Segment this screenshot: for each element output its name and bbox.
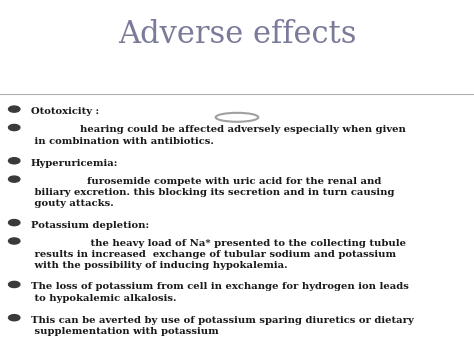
Circle shape [216, 113, 258, 122]
Text: Adverse effects: Adverse effects [118, 19, 356, 50]
Text: Hyperuricemia:: Hyperuricemia: [31, 159, 118, 168]
Circle shape [9, 158, 20, 164]
Text: hearing could be affected adversely especially when given
 in combination with a: hearing could be affected adversely espe… [31, 125, 406, 146]
Text: furosemide compete with uric acid for the renal and
 biliary excretion. this blo: furosemide compete with uric acid for th… [31, 177, 394, 208]
Text: This can be averted by use of potassium sparing diuretics or dietary
 supplement: This can be averted by use of potassium … [31, 316, 413, 336]
Circle shape [9, 106, 20, 112]
Text: The loss of potassium from cell in exchange for hydrogen ion leads
 to hypokalem: The loss of potassium from cell in excha… [31, 283, 409, 302]
Circle shape [9, 282, 20, 288]
Text: Potassium depletion:: Potassium depletion: [31, 220, 149, 230]
Circle shape [9, 238, 20, 244]
Text: the heavy load of Na* presented to the collecting tubule
 results in increased  : the heavy load of Na* presented to the c… [31, 239, 406, 270]
Text: Ototoxicity :: Ototoxicity : [31, 107, 99, 116]
Circle shape [9, 219, 20, 226]
Circle shape [9, 176, 20, 182]
Circle shape [9, 125, 20, 131]
Circle shape [9, 315, 20, 321]
